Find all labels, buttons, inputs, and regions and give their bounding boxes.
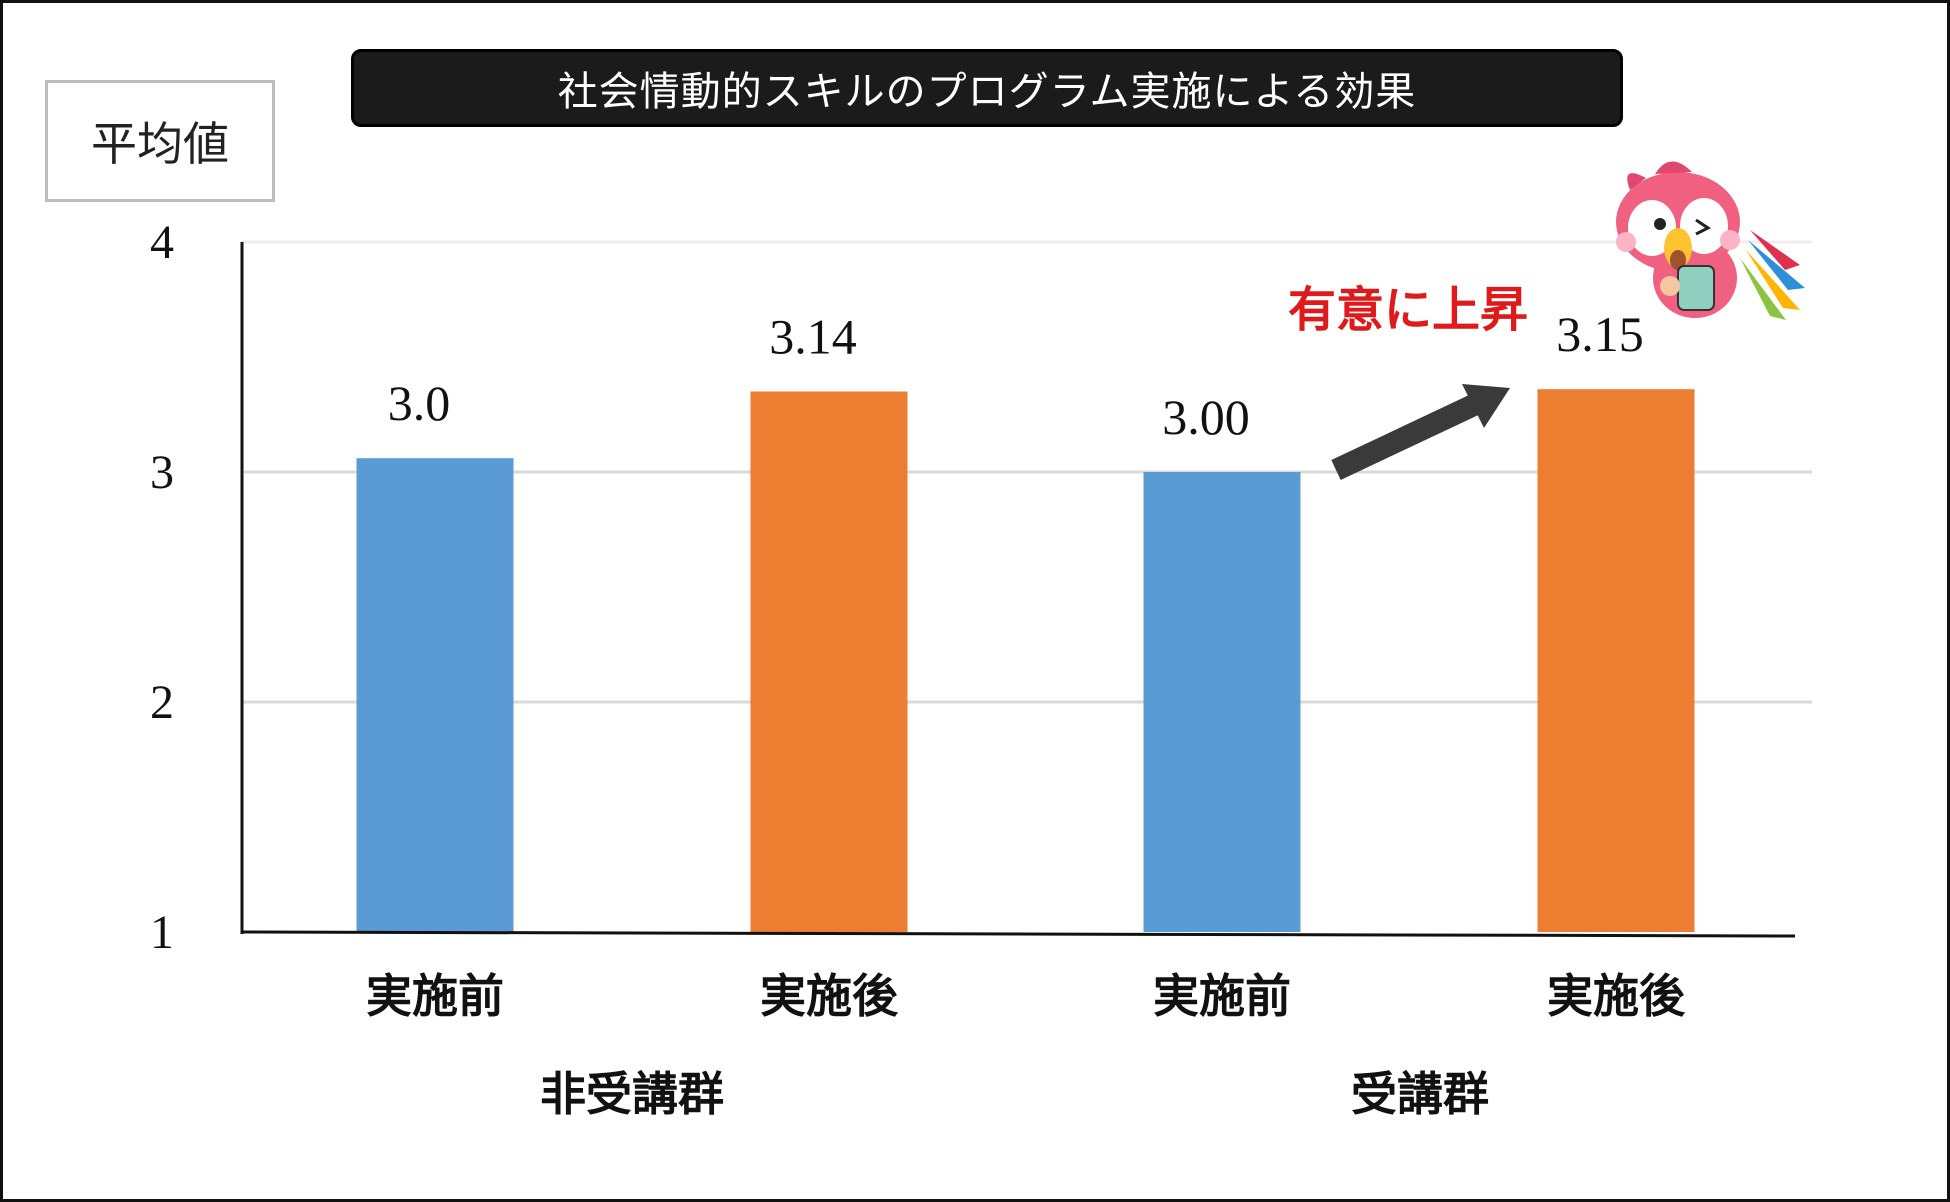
parrot-mascot-icon — [1616, 161, 1805, 320]
x-axis-line — [241, 930, 1796, 938]
category-label: 実施前 — [366, 969, 504, 1023]
bar — [750, 391, 908, 932]
chart-title: 社会情動的スキルのプログラム実施による効果 — [351, 49, 1623, 127]
axes — [240, 242, 1796, 938]
category-label: 実施前 — [1153, 969, 1291, 1023]
y-axis-label: 平均値 — [45, 80, 275, 202]
category-labels: 実施前 実施後 実施前 実施後 — [366, 969, 1686, 1023]
group-label: 非受講群 — [540, 1067, 724, 1121]
annotation-text: 有意に上昇 — [1288, 282, 1528, 338]
data-label: 3.00 — [1162, 389, 1250, 445]
value-labels: 3.0 3.14 3.00 3.15 — [388, 306, 1644, 445]
y-tick-label: 4 — [150, 216, 174, 269]
group-labels: 非受講群 受講群 — [540, 1067, 1489, 1121]
annotation-arrow — [1331, 384, 1510, 480]
y-tick-labels: 1 2 3 4 — [150, 216, 174, 959]
group-label: 受講群 — [1351, 1067, 1489, 1121]
bars — [356, 389, 1695, 932]
y-tick-label: 3 — [150, 446, 174, 499]
bar — [1537, 389, 1695, 932]
y-tick-label: 2 — [150, 676, 174, 729]
data-label: 3.14 — [769, 309, 857, 365]
bar — [356, 458, 514, 932]
y-tick-label: 1 — [150, 906, 174, 959]
category-label: 実施後 — [760, 969, 899, 1023]
bar — [1143, 472, 1301, 932]
category-label: 実施後 — [1547, 969, 1686, 1023]
data-label: 3.0 — [388, 375, 451, 431]
data-label: 3.15 — [1556, 306, 1644, 362]
